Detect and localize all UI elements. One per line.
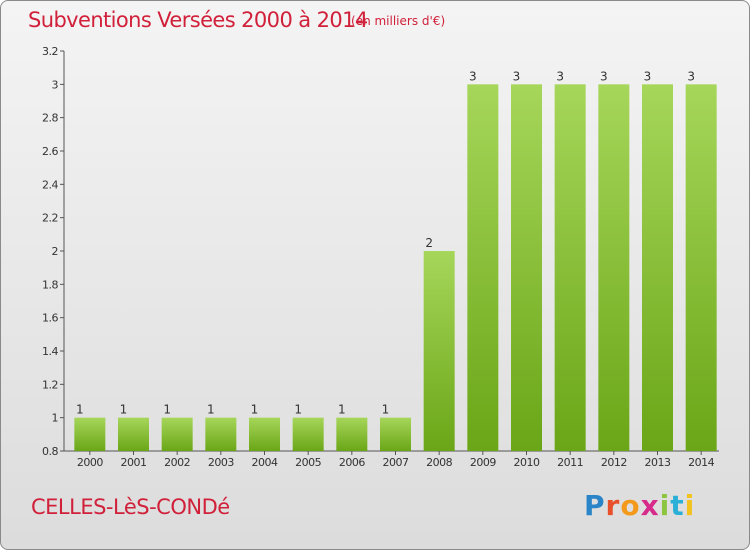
bar-2003 [205,417,237,451]
x-tick-label: 2007 [383,456,409,469]
data-label: 3 [644,69,652,83]
x-tick-label: 2009 [470,456,496,469]
town-name: CELLES-LèS-CONDé [31,495,230,519]
y-tick-label: 1 [52,412,59,425]
chart-title: Subventions Versées 2000 à 2014 [28,8,368,32]
x-tick-label: 2010 [514,456,540,469]
bar-2009 [467,84,499,451]
x-tick-label: 2005 [295,456,321,469]
data-label: 1 [294,403,302,417]
y-tick-label: 2.2 [42,212,58,225]
data-label: 3 [513,69,521,83]
data-label: 1 [338,403,346,417]
x-tick-label: 2000 [77,456,103,469]
x-tick-label: 2004 [252,456,278,469]
x-tick-label: 2013 [645,456,671,469]
bar-2014 [685,84,717,451]
x-tick-label: 2008 [426,456,452,469]
logo-letter: t [670,489,685,522]
y-tick-label: 3 [52,78,59,91]
logo-letter: i [659,489,671,522]
y-tick-label: 1.4 [42,345,58,358]
y-tick-label: 2.8 [42,112,58,125]
data-label: 3 [556,69,564,83]
bar-2006 [336,417,368,451]
bar-2005 [292,417,324,451]
x-tick-label: 2006 [339,456,365,469]
logo-letter: i [684,489,696,522]
x-tick-label: 2011 [557,456,583,469]
y-tick-label: 1.2 [42,378,58,391]
bar-2000 [74,417,106,451]
bar-2002 [161,417,193,451]
bar-2012 [598,84,630,451]
bar-chart: 0.8 1 1.2 1.4 1.6 1.8 2 2.2 2.4 2.6 2.8 3 3.2 1 2000 1 2… [42,45,719,469]
bar-2008 [423,251,455,451]
x-tick-label: 2003 [208,456,234,469]
x-tick-label: 2001 [121,456,147,469]
y-tick-label: 2.6 [42,145,58,158]
bar-2001 [118,417,149,451]
data-label: 1 [120,403,128,417]
data-label: 1 [382,403,390,417]
y-tick-label: 2 [52,245,59,258]
x-tick-label: 2014 [688,456,714,469]
logo-letter: o [620,489,641,522]
unit-note: (en milliers d'€) [351,14,446,28]
logo-letter: r [605,489,621,522]
data-label: 2 [425,236,433,250]
y-tick-label: 1.6 [42,312,58,325]
bar-2010 [511,84,542,451]
x-tick-label: 2012 [601,456,627,469]
x-tick-label: 2002 [164,456,190,469]
y-tick-label: 2.4 [42,178,58,191]
y-tick-label: 1.8 [42,278,58,291]
bar-2007 [380,417,411,451]
bar-2013 [642,84,673,451]
y-tick-label: 0.8 [42,445,58,458]
logo-letter: x [640,489,660,522]
data-label: 3 [687,69,695,83]
data-label: 1 [76,403,84,417]
bar-2004 [249,417,280,451]
data-label: 1 [251,403,259,417]
y-tick-label: 3.2 [42,45,58,58]
data-label: 1 [207,403,215,417]
data-label: 3 [600,69,608,83]
proxiti-logo: Proxiti [584,489,695,522]
data-label: 3 [469,69,477,83]
data-label: 1 [163,403,171,417]
logo-letter: P [584,489,606,522]
bar-2011 [554,84,586,451]
